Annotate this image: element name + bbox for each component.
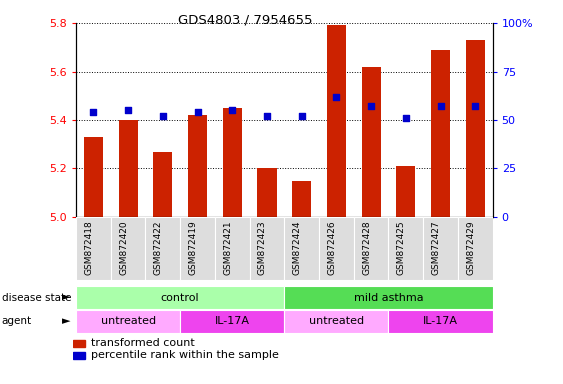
Text: GDS4803 / 7954655: GDS4803 / 7954655: [178, 13, 312, 26]
FancyBboxPatch shape: [388, 217, 423, 280]
Point: [158, 113, 167, 119]
Text: IL-17A: IL-17A: [215, 316, 250, 326]
Text: untreated: untreated: [101, 316, 155, 326]
Bar: [361, 67, 381, 217]
Bar: [73, 352, 85, 359]
Text: control: control: [161, 293, 199, 303]
Text: GSM872422: GSM872422: [154, 220, 163, 275]
Point: [297, 113, 306, 119]
Bar: [388, 310, 493, 333]
Text: ►: ►: [62, 293, 71, 303]
Bar: [73, 339, 85, 347]
Point: [332, 94, 341, 100]
Bar: [292, 180, 311, 217]
FancyBboxPatch shape: [180, 217, 215, 280]
Text: IL-17A: IL-17A: [423, 316, 458, 326]
Point: [367, 103, 376, 109]
Text: mild asthma: mild asthma: [354, 293, 423, 303]
Bar: [119, 120, 137, 217]
FancyBboxPatch shape: [215, 217, 249, 280]
Point: [262, 113, 271, 119]
Bar: [76, 286, 284, 309]
FancyBboxPatch shape: [319, 217, 354, 280]
Bar: [153, 152, 172, 217]
Text: ►: ►: [62, 316, 71, 326]
Text: GSM872426: GSM872426: [328, 220, 337, 275]
FancyBboxPatch shape: [145, 217, 180, 280]
Bar: [327, 25, 346, 217]
Bar: [84, 137, 103, 217]
Text: GSM872425: GSM872425: [397, 220, 406, 275]
Point: [227, 107, 237, 113]
Bar: [188, 115, 207, 217]
Text: disease state: disease state: [2, 293, 71, 303]
FancyBboxPatch shape: [111, 217, 145, 280]
Text: GSM872420: GSM872420: [119, 220, 128, 275]
Text: GSM872428: GSM872428: [362, 220, 371, 275]
Bar: [284, 286, 493, 309]
Bar: [396, 166, 415, 217]
Bar: [76, 310, 180, 333]
FancyBboxPatch shape: [354, 217, 388, 280]
Point: [193, 109, 202, 115]
Point: [436, 103, 445, 109]
Bar: [257, 169, 276, 217]
FancyBboxPatch shape: [76, 217, 111, 280]
Point: [471, 103, 480, 109]
Point: [124, 107, 133, 113]
Point: [89, 109, 98, 115]
Text: GSM872421: GSM872421: [224, 220, 233, 275]
Bar: [180, 310, 284, 333]
Text: GSM872419: GSM872419: [189, 220, 198, 275]
Bar: [431, 50, 450, 217]
Point: [401, 115, 410, 121]
Text: GSM872423: GSM872423: [258, 220, 267, 275]
Text: percentile rank within the sample: percentile rank within the sample: [91, 351, 279, 361]
Text: GSM872424: GSM872424: [293, 220, 302, 275]
FancyBboxPatch shape: [423, 217, 458, 280]
Text: GSM872427: GSM872427: [432, 220, 441, 275]
Text: GSM872429: GSM872429: [466, 220, 475, 275]
Bar: [466, 40, 485, 217]
FancyBboxPatch shape: [249, 217, 284, 280]
Text: GSM872418: GSM872418: [84, 220, 93, 275]
FancyBboxPatch shape: [458, 217, 493, 280]
Text: transformed count: transformed count: [91, 338, 195, 348]
Bar: [284, 310, 388, 333]
Bar: [223, 108, 242, 217]
Text: untreated: untreated: [309, 316, 364, 326]
Text: agent: agent: [2, 316, 32, 326]
FancyBboxPatch shape: [284, 217, 319, 280]
